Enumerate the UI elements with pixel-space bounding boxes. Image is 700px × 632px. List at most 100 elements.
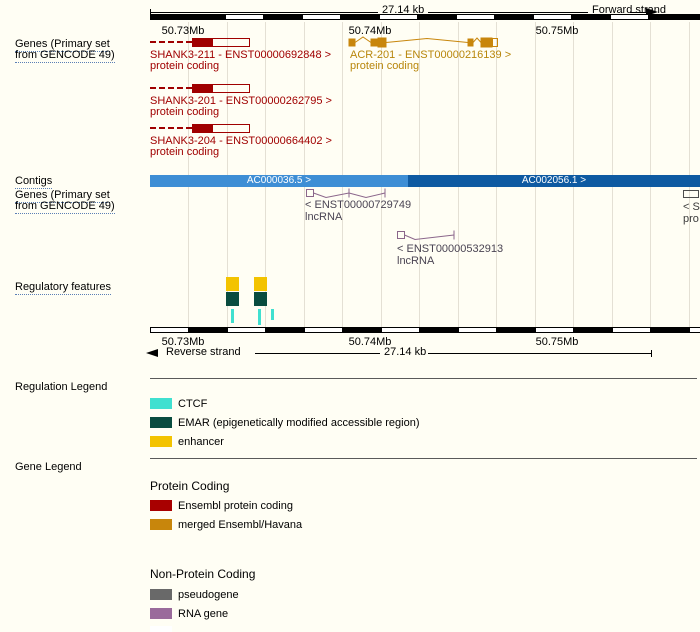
utr-exon[interactable] xyxy=(212,84,250,93)
coding-exon[interactable] xyxy=(192,124,212,133)
track-label-genes-forward-line1[interactable]: Genes (Primary set xyxy=(15,38,110,52)
emar-swatch xyxy=(150,417,172,428)
gridline xyxy=(419,22,420,327)
scale-end-tick xyxy=(651,350,652,357)
gridline xyxy=(227,22,228,327)
top-ruler-bar xyxy=(150,14,700,20)
transcript-name[interactable]: ACR-201 - ENST00000216139 > xyxy=(350,49,512,61)
regulatory-enhancer[interactable] xyxy=(226,277,239,291)
regulatory-ctcf[interactable] xyxy=(231,309,234,323)
lncrna-glyph[interactable] xyxy=(304,187,388,199)
transcript-continues-left-dashes xyxy=(150,41,192,43)
gridline xyxy=(496,22,497,327)
rna-gene-swatch xyxy=(150,608,172,619)
scale-length-label: 27.14 kb xyxy=(384,346,427,358)
regulatory-emar[interactable] xyxy=(254,292,267,306)
transcript-continues-left-dashes xyxy=(150,127,192,129)
top-tick-50.73: 50.73Mb xyxy=(161,25,205,37)
pseudogene-swatch xyxy=(150,589,172,600)
merged-ensembl-havana-label: merged Ensembl/Havana xyxy=(178,519,303,531)
legend-divider xyxy=(150,378,697,379)
enhancer-label: enhancer xyxy=(178,436,224,448)
contig-name: AC000036.5 > xyxy=(246,175,312,186)
regulatory-emar[interactable] xyxy=(226,292,239,306)
bottom-tick-50.73: 50.73Mb xyxy=(161,336,205,348)
transcript-name[interactable]: SHANK3-204 - ENST00000664402 > xyxy=(150,135,332,147)
forward-strand-label: Forward strand xyxy=(592,4,666,16)
gridline xyxy=(304,22,305,327)
reverse-strand-arrow-icon xyxy=(146,349,158,357)
transcript-name[interactable]: < S xyxy=(683,201,700,213)
bottom-tick-50.75: 50.75Mb xyxy=(535,336,579,348)
track-label-genes-reverse-line2[interactable]: from GENCODE 49) xyxy=(15,200,115,214)
bottom-ruler-bar xyxy=(150,327,700,333)
regulatory-ctcf[interactable] xyxy=(271,309,274,320)
bottom-tick-50.74: 50.74Mb xyxy=(348,336,392,348)
transcript-continues-left-dashes xyxy=(150,87,192,89)
transcript-biotype: lncRNA xyxy=(305,211,343,223)
gridline xyxy=(342,22,343,327)
scale-length-label: 27.14 kb xyxy=(382,4,425,16)
emar-label: EMAR (epigenetically modified accessible… xyxy=(178,417,420,429)
legend-divider xyxy=(150,458,697,459)
gridline xyxy=(381,22,382,327)
transcript-biotype: pro xyxy=(683,213,699,225)
gridline xyxy=(458,22,459,327)
scale-line xyxy=(428,12,588,13)
transcript-name[interactable]: SHANK3-201 - ENST00000262795 > xyxy=(150,95,332,107)
contig-name: AC002056.1 > xyxy=(521,175,587,186)
gridline xyxy=(188,22,189,327)
transcript-name[interactable]: SHANK3-211 - ENST00000692848 > xyxy=(150,49,332,61)
merged-ensembl-havana-swatch xyxy=(150,519,172,530)
track-label-contigs[interactable]: Contigs xyxy=(15,175,53,189)
ctcf-swatch xyxy=(150,398,172,409)
acr-201-glyph[interactable] xyxy=(348,35,500,48)
gridline xyxy=(535,22,536,327)
gridline xyxy=(612,22,613,327)
gridline xyxy=(573,22,574,327)
contig-ac002056[interactable]: AC002056.1 > xyxy=(408,175,700,187)
top-tick-50.75: 50.75Mb xyxy=(535,25,579,37)
transcript-name[interactable]: < ENST00000532913 xyxy=(397,243,504,255)
coding-exon[interactable] xyxy=(192,84,212,93)
regulation-legend-title: Regulation Legend xyxy=(15,381,108,393)
gridline xyxy=(265,22,266,327)
protein-coding-section-title: Protein Coding xyxy=(150,479,230,493)
legend-swatch-clipped xyxy=(150,626,172,632)
track-label-regulatory[interactable]: Regulatory features xyxy=(15,281,111,295)
track-label-genes-reverse-line1[interactable]: Genes (Primary set xyxy=(15,189,110,203)
transcript-biotype: protein coding xyxy=(350,60,420,72)
lncrna-glyph[interactable] xyxy=(395,230,457,242)
gridline xyxy=(689,22,690,327)
ctcf-label: CTCF xyxy=(178,398,208,410)
enhancer-swatch xyxy=(150,436,172,447)
transcript-biotype: lncRNA xyxy=(397,255,435,267)
regulatory-enhancer[interactable] xyxy=(254,277,267,291)
gene-legend-title: Gene Legend xyxy=(15,461,82,473)
transcript-biotype: protein coding xyxy=(150,106,220,118)
non-protein-coding-section-title: Non-Protein Coding xyxy=(150,567,256,581)
contig-ac000036[interactable]: AC000036.5 > xyxy=(150,175,408,187)
utr-exon[interactable] xyxy=(212,124,250,133)
transcript-biotype: protein coding xyxy=(150,60,220,72)
pseudogene-label: pseudogene xyxy=(178,589,239,601)
coding-exon[interactable] xyxy=(192,38,212,47)
track-label-genes-forward-line2[interactable]: from GENCODE 49) xyxy=(15,49,115,63)
gridline xyxy=(650,22,651,327)
forward-strand-arrow-icon xyxy=(646,8,658,16)
scale-line xyxy=(428,353,651,354)
reverse-strand-label: Reverse strand xyxy=(166,346,241,358)
transcript-biotype: protein coding xyxy=(150,146,220,158)
regulatory-ctcf[interactable] xyxy=(258,309,261,325)
ensembl-protein-coding-swatch xyxy=(150,500,172,511)
utr-exon[interactable] xyxy=(683,190,699,198)
scale-line xyxy=(255,353,380,354)
transcript-name[interactable]: < ENST00000729749 xyxy=(305,199,412,211)
scale-line xyxy=(630,12,646,13)
rna-gene-label: RNA gene xyxy=(178,608,229,620)
ensembl-protein-coding-label: Ensembl protein coding xyxy=(178,500,293,512)
scale-line xyxy=(150,12,378,13)
top-tick-50.74: 50.74Mb xyxy=(348,25,392,37)
utr-exon[interactable] xyxy=(212,38,250,47)
